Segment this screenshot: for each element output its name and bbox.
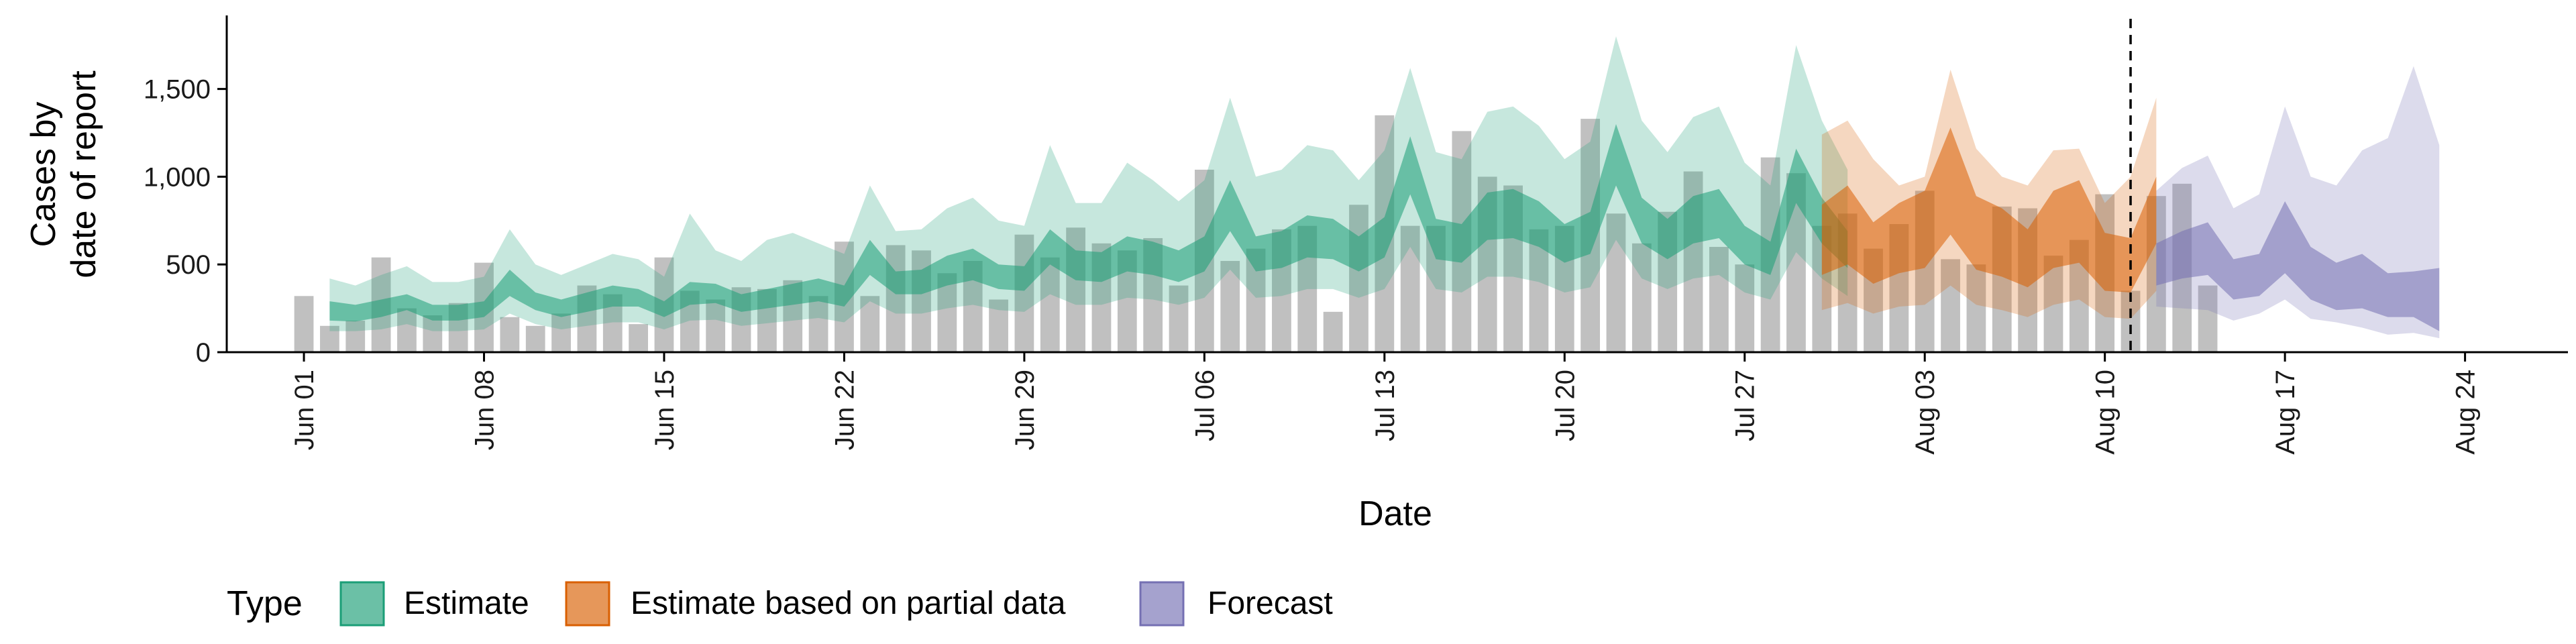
reported-cases-bar (885, 245, 906, 352)
reported-cases-bar (1323, 311, 1343, 352)
y-axis-title-line-2: date of report (64, 70, 103, 278)
legend: Type Estimate Estimate based on partial … (227, 581, 1333, 627)
y-tick-label: 1,500 (144, 75, 211, 105)
reported-cases-bar (551, 313, 571, 352)
reported-cases-bar (860, 296, 880, 352)
reported-cases-bar (1014, 234, 1034, 352)
reported-cases-bar (397, 308, 417, 352)
x-tick-label: Jun 01 (290, 370, 319, 450)
reported-cases-bar (1941, 259, 1960, 352)
y-axis-title-line-1: Cases by (24, 102, 63, 248)
estimate-based-on-partial-data-inner-band (1821, 127, 2157, 293)
x-tick-label: Jun 08 (470, 370, 500, 450)
reported-cases-bar (1735, 264, 1755, 352)
legend-label-estimate: Estimate (404, 586, 529, 621)
axes-layer (225, 15, 2568, 354)
legend-title: Type (227, 584, 303, 623)
reported-cases-bar (1349, 205, 1368, 352)
reported-cases-bar (1966, 264, 1986, 352)
reported-cases-bar (500, 317, 520, 352)
reported-cases-bar (629, 324, 649, 352)
reported-cases-bar (345, 320, 366, 352)
legend-key-forecast (1139, 581, 1185, 627)
x-tick-label: Aug 03 (1911, 370, 1940, 455)
reported-cases-bar (423, 315, 443, 352)
estimate-inner-band (329, 123, 1848, 322)
x-tick-label: Jul 20 (1550, 370, 1580, 441)
x-tick-label: Jul 06 (1190, 370, 1220, 441)
reported-cases-bar (1220, 260, 1240, 352)
reported-cases-bar (808, 296, 828, 352)
reported-cases-bar (1631, 243, 1652, 352)
reported-cases-bar (706, 299, 726, 352)
reported-cases-bar (989, 299, 1008, 352)
x-axis-ticks: Jun 01 Jun 08 Jun 15 Jun 22 Jun 29 Jul 06 Jul … (290, 352, 2481, 455)
x-tick-label: Aug 10 (2091, 370, 2121, 455)
x-tick-label: Aug 17 (2271, 370, 2300, 455)
x-tick-label: Jun 15 (650, 370, 680, 450)
x-tick-label: Jun 22 (830, 370, 859, 450)
y-axis-ticks: 0 500 1,000 1,500 (144, 75, 227, 368)
legend-key-estimate (339, 581, 385, 627)
x-tick-label: Jul 13 (1371, 370, 1400, 441)
reported-cases-bar (1400, 225, 1420, 352)
forecast-inner-band (2156, 201, 2440, 331)
reported-cases-bar (525, 325, 545, 352)
x-tick-label: Jul 27 (1731, 370, 1760, 441)
reported-cases-bar (1169, 285, 1189, 352)
y-tick-label: 1,000 (144, 162, 211, 192)
estimate-outer-band (329, 36, 1848, 331)
bands-layer (329, 36, 2440, 339)
legend-label-forecast: Forecast (1208, 586, 1333, 621)
x-tick-label: Jun 29 (1010, 370, 1040, 450)
legend-label-partial: Estimate based on partial data (631, 586, 1066, 621)
reported-cases-bar (2198, 285, 2218, 352)
reported-cases-bar (320, 325, 339, 352)
y-tick-label: 500 (166, 250, 211, 280)
reported-cases-bar (1606, 213, 1626, 352)
x-tick-label: Aug 24 (2451, 370, 2481, 455)
reported-cases-bar (1709, 247, 1729, 352)
legend-key-partial (565, 581, 610, 627)
reported-cases-bar (1040, 257, 1060, 352)
reported-cases-bar (294, 296, 314, 352)
x-axis-title: Date (1358, 494, 1432, 533)
y-tick-label: 0 (196, 338, 211, 368)
